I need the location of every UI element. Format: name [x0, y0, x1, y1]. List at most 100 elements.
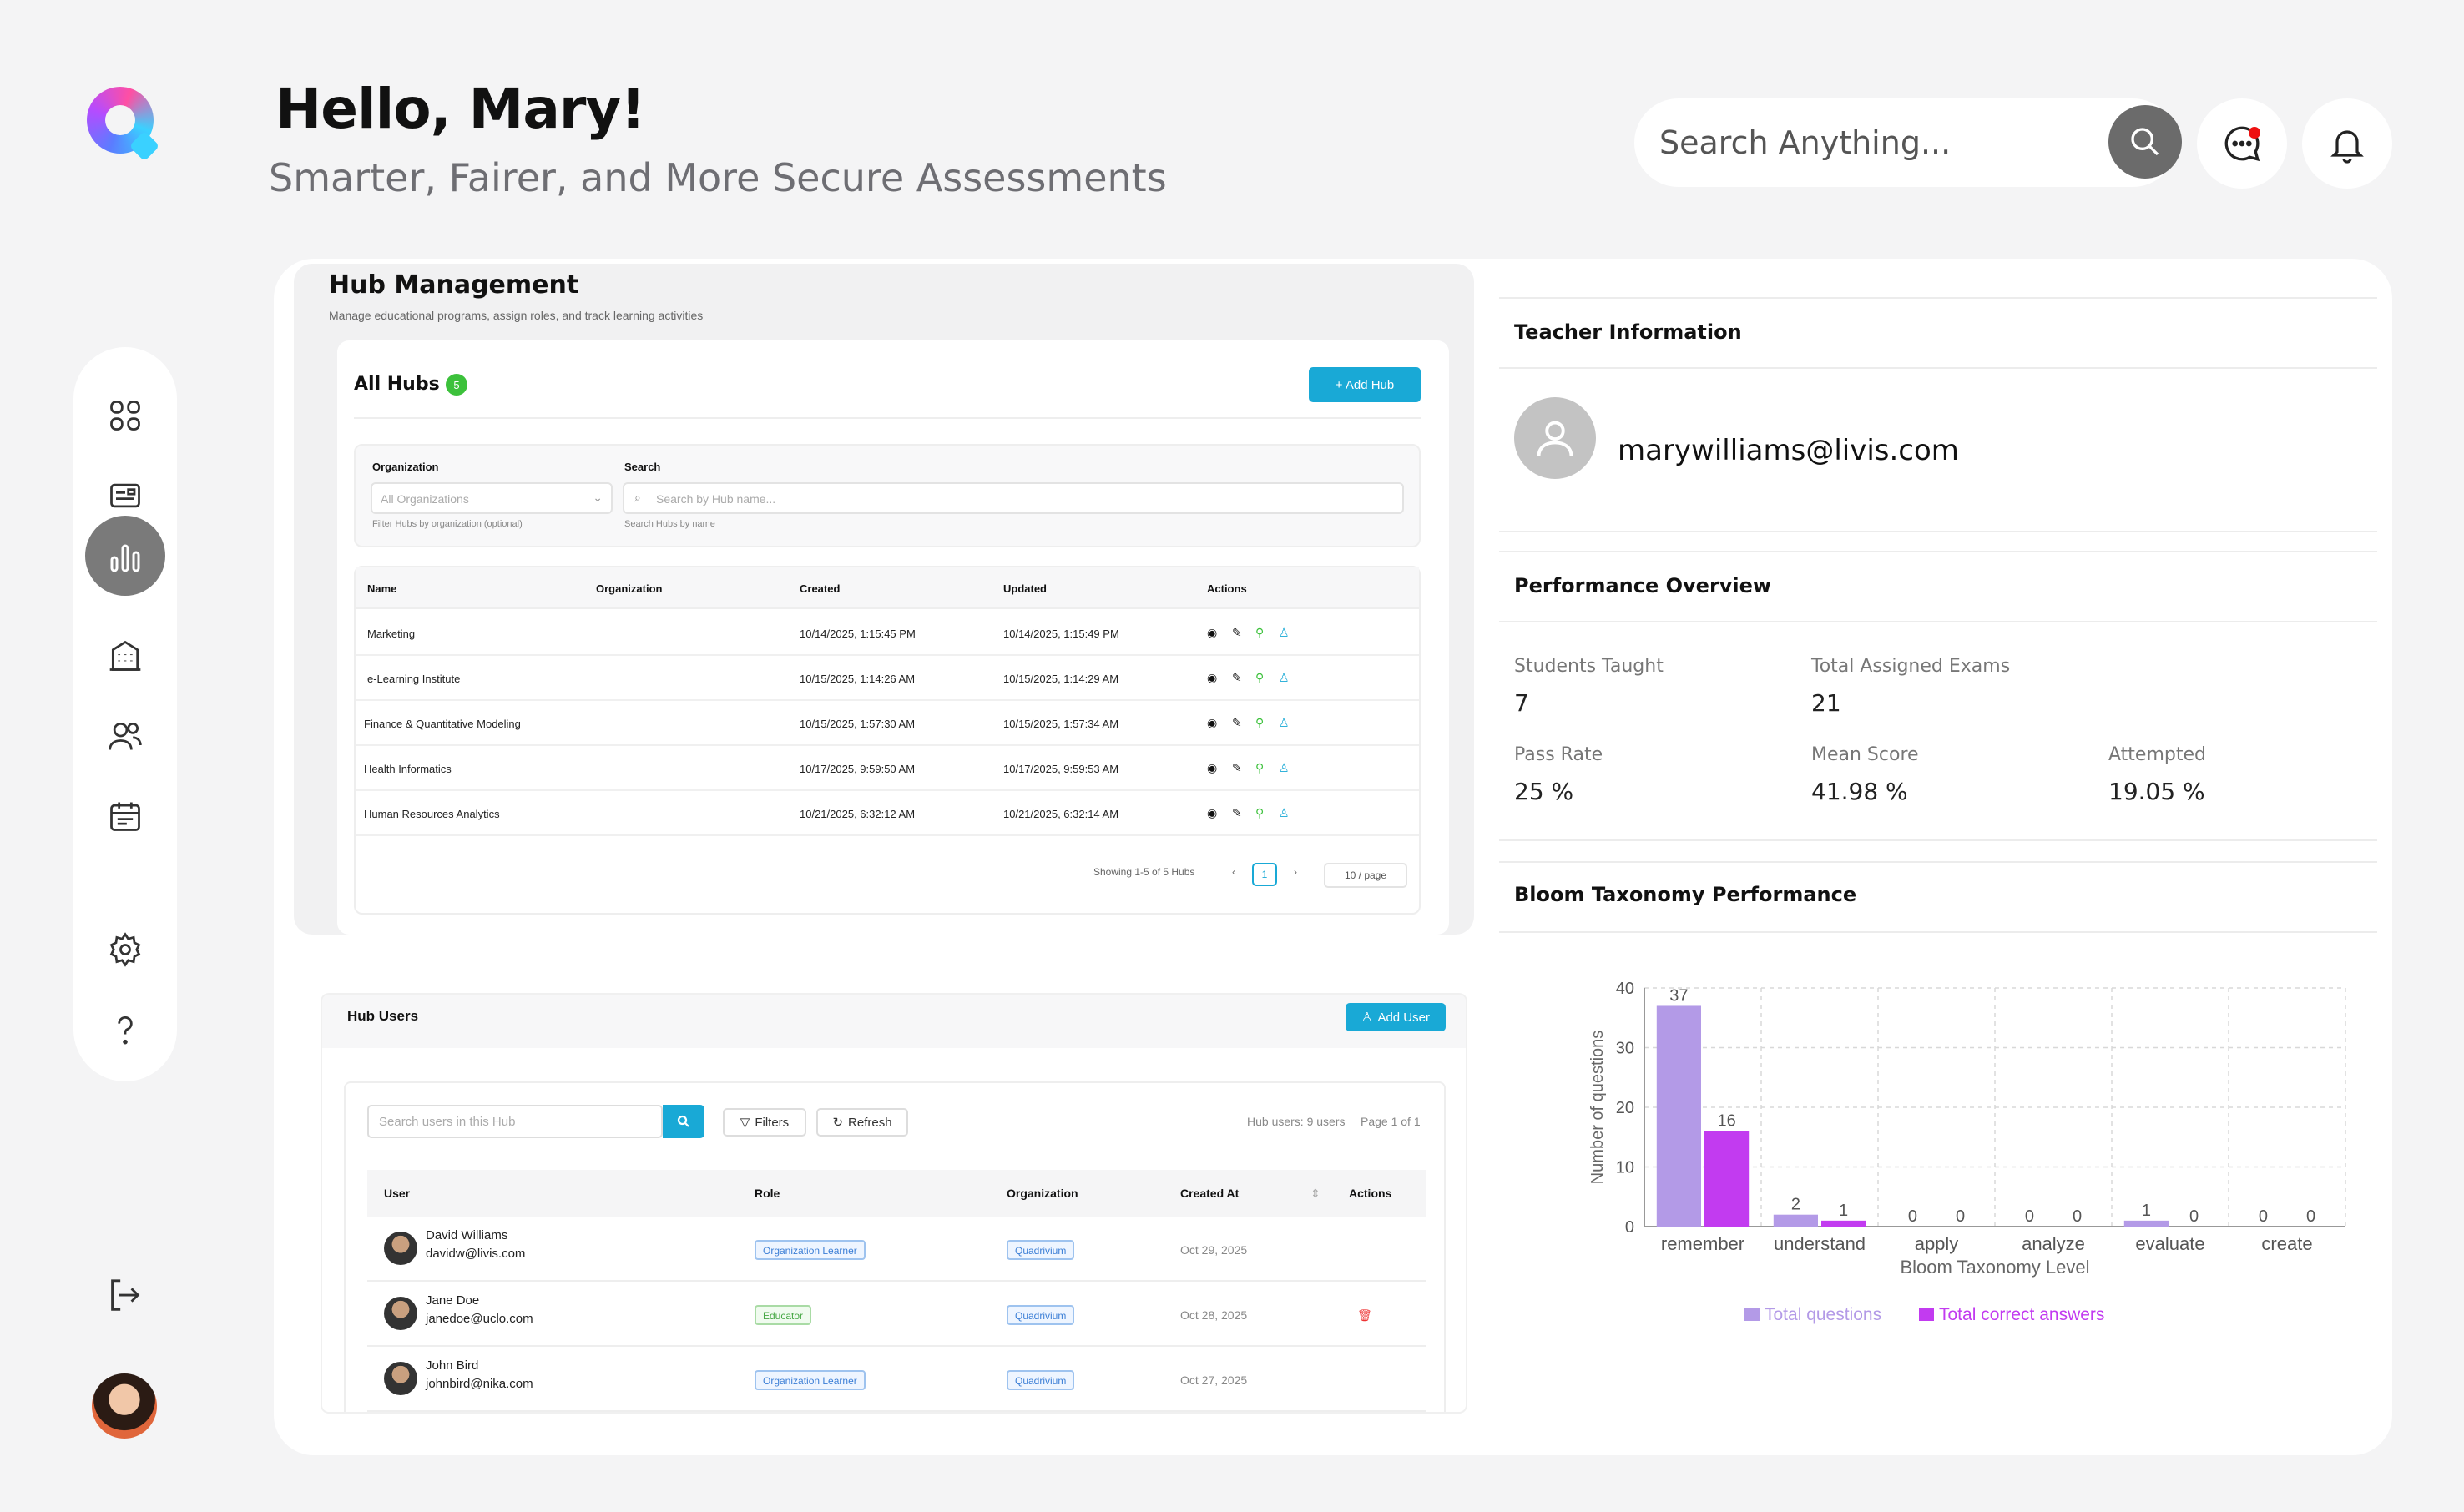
bar	[1773, 1214, 1818, 1227]
data-label: 0	[2189, 1207, 2199, 1226]
hub-users-panel: Hub Users ♙ Add User Search users in thi…	[322, 995, 1466, 1412]
filters-button[interactable]: ▽ Filters	[723, 1108, 806, 1137]
search-icon	[2131, 128, 2159, 156]
legend-swatch	[1919, 1308, 1934, 1321]
avatar	[384, 1297, 417, 1330]
col-created-at[interactable]: Created At	[1180, 1187, 1240, 1200]
hub-search-label: Search	[624, 461, 661, 473]
assign-icon[interactable]: ⚲	[1255, 626, 1265, 639]
assign-icon[interactable]: ⚲	[1255, 806, 1265, 819]
table-row[interactable]: Health Informatics 10/17/2025, 9:59:50 A…	[356, 746, 1419, 791]
nav-help[interactable]	[85, 990, 165, 1070]
table-row[interactable]: Marketing 10/14/2025, 1:15:45 PM 10/14/2…	[356, 611, 1419, 656]
nav-users[interactable]	[85, 696, 165, 776]
view-icon[interactable]: ◉	[1207, 806, 1218, 819]
edit-icon[interactable]: ✎	[1232, 626, 1242, 639]
user-icon[interactable]: ♙	[1279, 761, 1290, 774]
messages-button[interactable]	[2197, 98, 2287, 189]
divider	[1499, 367, 2377, 369]
nav-organizations[interactable]	[85, 616, 165, 696]
table-row[interactable]: David Williams davidw@livis.com Organiza…	[367, 1217, 1426, 1282]
data-label: 1	[1839, 1202, 1848, 1220]
nav-settings[interactable]	[85, 910, 165, 990]
pagination-summary: Showing 1-5 of 5 Hubs	[1093, 866, 1195, 878]
search-input[interactable]	[1659, 113, 2060, 172]
nav-dashboard[interactable]	[85, 375, 165, 456]
table-row[interactable]: Human Resources Analytics 10/21/2025, 6:…	[356, 791, 1419, 836]
user-icon[interactable]: ♙	[1279, 626, 1290, 639]
data-label: 0	[2073, 1207, 2082, 1226]
edit-icon[interactable]: ✎	[1232, 806, 1242, 819]
refresh-button[interactable]: ↻ Refresh	[816, 1108, 908, 1137]
page-1-button[interactable]: 1	[1252, 863, 1277, 886]
assign-icon[interactable]: ⚲	[1255, 716, 1265, 729]
hub-users-header: Hub Users ♙ Add User	[322, 995, 1466, 1048]
pass-rate-value: 25 %	[1514, 778, 1574, 805]
add-hub-button[interactable]: + Add Hub	[1309, 367, 1421, 402]
hub-updated: 10/17/2025, 9:59:53 AM	[1003, 763, 1119, 775]
view-icon[interactable]: ◉	[1207, 626, 1218, 639]
edit-icon[interactable]: ✎	[1232, 761, 1242, 774]
org-filter-select[interactable]: All Organizations ⌄	[371, 482, 613, 514]
search-icon	[677, 1115, 689, 1127]
edit-icon[interactable]: ✎	[1232, 671, 1242, 684]
user-plus-icon: ♙	[1361, 1011, 1373, 1025]
col-user: User	[384, 1187, 411, 1200]
table-row[interactable]: John Bird johnbird@nika.com Organization…	[367, 1347, 1426, 1412]
created-at: Oct 29, 2025	[1180, 1243, 1248, 1257]
logout-button[interactable]	[93, 1265, 154, 1325]
created-at: Oct 27, 2025	[1180, 1373, 1248, 1387]
org-filter-help: Filter Hubs by organization (optional)	[372, 519, 523, 529]
hub-created: 10/21/2025, 6:32:12 AM	[800, 808, 916, 820]
org-filter-value: All Organizations	[381, 492, 469, 506]
nav-id-card[interactable]	[85, 456, 165, 536]
table-row[interactable]: e-Learning Institute 10/15/2025, 1:14:26…	[356, 656, 1419, 701]
edit-icon[interactable]: ✎	[1232, 716, 1242, 729]
assign-icon[interactable]: ⚲	[1255, 761, 1265, 774]
logout-icon	[111, 1279, 140, 1311]
students-taught-value: 7	[1514, 689, 1529, 717]
org-tag: Quadrivium	[1007, 1240, 1075, 1260]
next-page-icon[interactable]: ›	[1294, 866, 1297, 878]
table-row[interactable]: Jane Doe janedoe@uclo.com Educator Quadr…	[367, 1282, 1426, 1347]
created-at: Oct 28, 2025	[1180, 1308, 1248, 1322]
nav-analytics[interactable]	[85, 516, 165, 596]
delete-icon[interactable]: 🗑	[1357, 1308, 1372, 1322]
user-icon[interactable]: ♙	[1279, 716, 1290, 729]
analytics-icon	[110, 544, 140, 572]
divider	[1499, 531, 2377, 532]
page-size-select[interactable]: 10 / page	[1324, 863, 1407, 888]
col-organization: Organization	[1007, 1187, 1078, 1200]
hub-count-badge: 5	[446, 374, 467, 396]
legend-label: Total correct answers	[1939, 1305, 2104, 1324]
hub-search-input[interactable]: ⌕ Search by Hub name...	[623, 482, 1404, 514]
hub-management-title: Hub Management	[329, 270, 579, 300]
hub-management-description: Manage educational programs, assign role…	[329, 309, 704, 322]
view-icon[interactable]: ◉	[1207, 716, 1218, 729]
divider	[1499, 551, 2377, 552]
mean-score-value: 41.98 %	[1811, 778, 1908, 805]
col-name: Name	[367, 582, 397, 595]
view-icon[interactable]: ◉	[1207, 671, 1218, 684]
assign-icon[interactable]: ⚲	[1255, 671, 1265, 684]
view-icon[interactable]: ◉	[1207, 761, 1218, 774]
user-icon[interactable]: ♙	[1279, 806, 1290, 819]
user-icon[interactable]: ♙	[1279, 671, 1290, 684]
add-user-button[interactable]: ♙ Add User	[1346, 1003, 1446, 1031]
add-user-label: Add User	[1377, 1010, 1430, 1025]
user-avatar[interactable]	[92, 1373, 157, 1439]
nav-calendar[interactable]	[85, 776, 165, 856]
notifications-button[interactable]	[2302, 98, 2392, 189]
prev-page-icon[interactable]: ‹	[1232, 866, 1235, 878]
users-search-input[interactable]: Search users in this Hub	[367, 1105, 663, 1138]
user-name: Jane Doe	[426, 1293, 480, 1308]
search-button[interactable]	[2108, 105, 2182, 179]
hub-created: 10/15/2025, 1:14:26 AM	[800, 673, 916, 685]
col-updated: Updated	[1003, 582, 1047, 595]
bar	[1656, 1005, 1701, 1227]
search-icon: ⌕	[634, 491, 641, 504]
table-row[interactable]: Finance & Quantitative Modeling 10/15/20…	[356, 701, 1419, 746]
sort-icon[interactable]: ⇕	[1310, 1187, 1320, 1200]
users-search-button[interactable]	[663, 1105, 704, 1138]
hub-users-card: Search users in this Hub ▽ Filters ↻ Ref…	[344, 1081, 1446, 1412]
